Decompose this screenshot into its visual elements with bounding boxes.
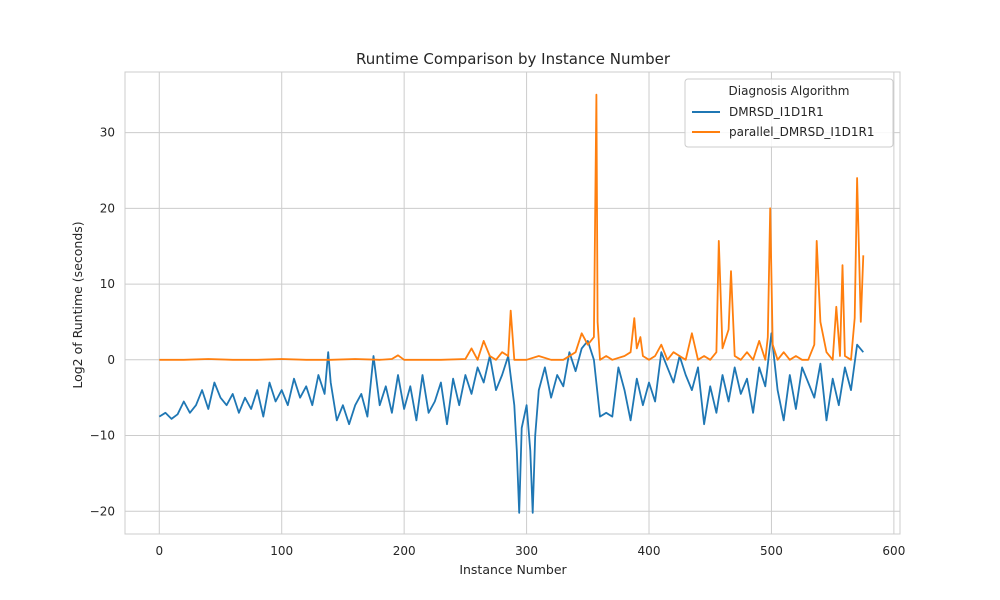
legend: Diagnosis Algorithm DMRSD_I1D1R1 paralle… — [684, 78, 894, 148]
chart-title: Runtime Comparison by Instance Number — [356, 50, 671, 68]
x-tick-label: 500 — [760, 544, 783, 558]
plot-frame — [124, 71, 901, 535]
x-axis-label: Instance Number — [459, 562, 567, 577]
series-line-dmrsd — [158, 332, 864, 514]
y-tick-label: 20 — [100, 201, 115, 215]
x-tick-label: 100 — [270, 544, 293, 558]
tick-layer: 0 100 200 300 400 500 600 −20 −10 0 10 20 30 — [90, 126, 906, 558]
x-tick-label: 600 — [882, 544, 905, 558]
y-axis-label: Log2 of Runtime (seconds) — [70, 221, 85, 388]
x-tick-label: 400 — [638, 544, 661, 558]
x-tick-label: 300 — [515, 544, 538, 558]
legend-label-parallel-dmrsd: parallel_DMRSD_I1D1R1 — [729, 125, 874, 139]
series-layer — [158, 93, 865, 514]
series-line-parallel-dmrsd — [159, 93, 865, 361]
x-tick-label: 200 — [393, 544, 416, 558]
y-tick-label: 30 — [100, 126, 115, 140]
legend-box — [684, 78, 894, 148]
legend-title: Diagnosis Algorithm — [729, 84, 850, 98]
y-tick-label: 10 — [100, 277, 115, 291]
x-tick-label: 0 — [155, 544, 163, 558]
y-tick-label: −10 — [90, 429, 115, 443]
legend-label-dmrsd: DMRSD_I1D1R1 — [729, 105, 824, 119]
y-tick-label: 0 — [107, 353, 115, 367]
y-tick-label: −20 — [90, 504, 115, 518]
